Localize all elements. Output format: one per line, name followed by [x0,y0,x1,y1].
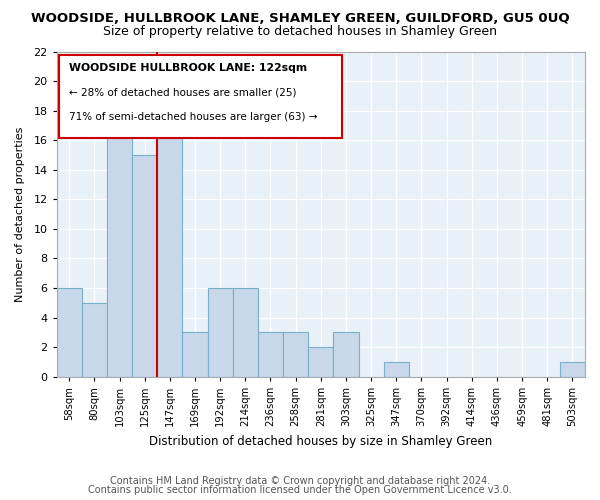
Text: WOODSIDE HULLBROOK LANE: 122sqm: WOODSIDE HULLBROOK LANE: 122sqm [69,63,307,73]
Bar [384,362,409,377]
Bar [283,332,308,377]
X-axis label: Distribution of detached houses by size in Shamley Green: Distribution of detached houses by size … [149,434,493,448]
Text: Size of property relative to detached houses in Shamley Green: Size of property relative to detached ho… [103,25,497,38]
Text: Contains HM Land Registry data © Crown copyright and database right 2024.: Contains HM Land Registry data © Crown c… [110,476,490,486]
Bar [233,288,258,377]
Y-axis label: Number of detached properties: Number of detached properties [15,126,25,302]
Bar [334,332,359,377]
Bar [182,332,208,377]
Bar [208,288,233,377]
Text: Contains public sector information licensed under the Open Government Licence v3: Contains public sector information licen… [88,485,512,495]
Bar [132,155,157,377]
Text: WOODSIDE, HULLBROOK LANE, SHAMLEY GREEN, GUILDFORD, GU5 0UQ: WOODSIDE, HULLBROOK LANE, SHAMLEY GREEN,… [31,12,569,26]
Text: ← 28% of detached houses are smaller (25): ← 28% of detached houses are smaller (25… [69,88,296,98]
Bar [107,110,132,377]
Bar [82,303,107,377]
Bar [157,110,182,377]
Bar [56,288,82,377]
FancyBboxPatch shape [59,55,342,138]
Bar [308,347,334,377]
Text: 71% of semi-detached houses are larger (63) →: 71% of semi-detached houses are larger (… [69,112,317,122]
Bar [258,332,283,377]
Bar [560,362,585,377]
